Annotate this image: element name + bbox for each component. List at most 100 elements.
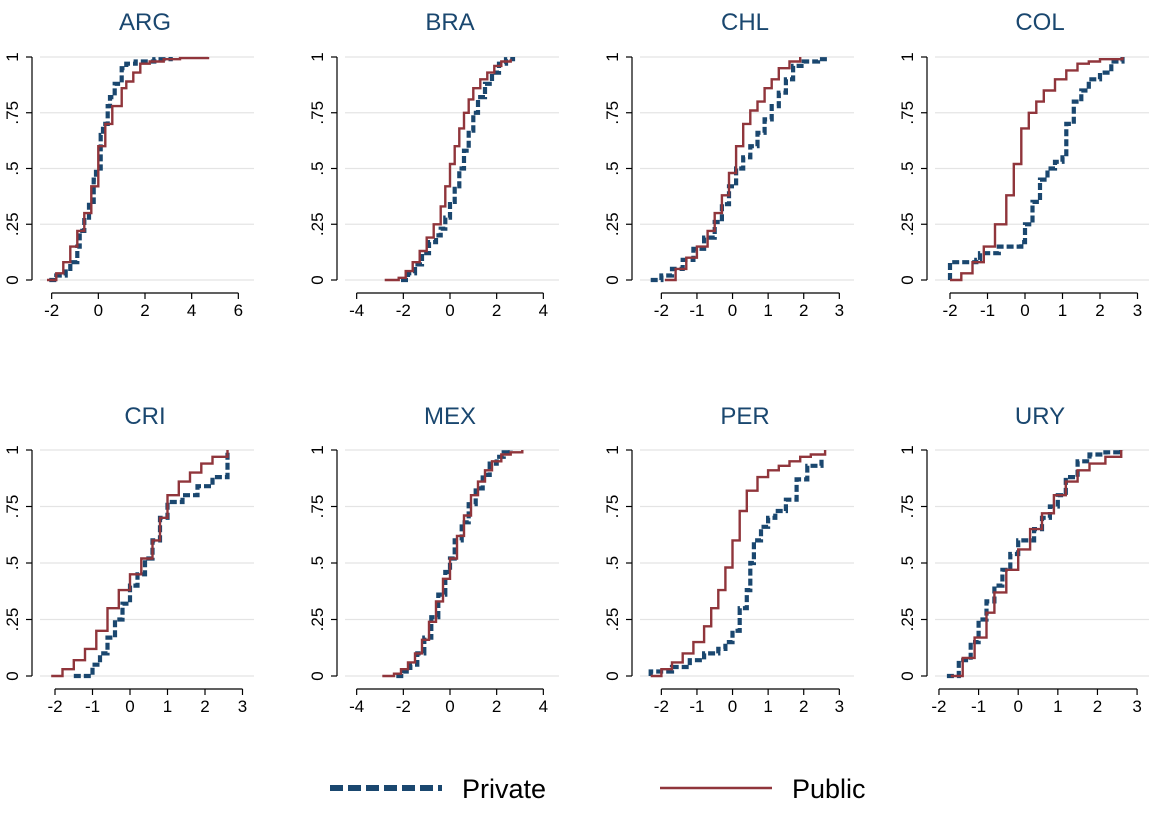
legend-label-private: Private [462,774,546,804]
y-tick-label-mex-4: 1 [308,445,327,454]
x-tick-label-bra-0: -4 [349,301,364,320]
x-tick-label-arg-1: 0 [94,301,103,320]
panel-arg: ARG 0 .25 .5 .75 1 -2 0 2 4 6 [3,9,254,320]
x-tick-label-ury-5: 3 [1132,697,1141,716]
x-tick-label-mex-4: 4 [539,697,548,716]
y-tick-label-chl-4: 1 [603,52,622,61]
y-tick-label-mex-2: .5 [308,556,327,570]
panel-title-arg: ARG [119,9,171,36]
panel-bra: BRA 0 .25 .5 .75 1 -4 -2 0 2 4 [308,9,559,320]
series-public-mex [382,450,524,678]
y-tick-label-ury-3: .75 [898,495,917,519]
x-tick-label-chl-2: 0 [728,301,737,320]
panel-ury: URY 0 .25 .5 .75 1 -2 -1 0 1 2 3 [898,403,1149,716]
series-private-col [947,57,1125,280]
y-tick-label-arg-0: 0 [3,275,22,284]
x-tick-label-ury-3: 1 [1053,697,1062,716]
y-tick-label-bra-4: 1 [308,52,327,61]
panels: ARG 0 .25 .5 .75 1 -2 0 2 4 6 BRA 0 .25 .5 .75 1 -4 -2 0 2 4 C… [3,9,1149,716]
panel-title-col: COL [1015,9,1064,36]
x-tick-label-per-0: -2 [654,697,669,716]
y-tick-label-per-0: 0 [603,671,622,680]
panel-col: COL 0 .25 .5 .75 1 -2 -1 0 1 2 3 [898,9,1149,320]
y-tick-label-per-1: .25 [603,608,622,632]
x-tick-label-arg-3: 4 [187,301,196,320]
legend: Private Public [330,774,866,804]
series-private-per [648,456,824,676]
panel-cri: CRI 0 .25 .5 .75 1 -2 -1 0 1 2 3 [3,403,254,716]
panel-mex: MEX 0 .25 .5 .75 1 -4 -2 0 2 4 [308,403,559,716]
y-tick-label-col-0: 0 [898,275,917,284]
x-tick-label-col-5: 3 [1133,301,1142,320]
y-tick-label-per-3: .75 [603,495,622,519]
series-private-arg [49,57,173,283]
series-private-cri [73,450,230,679]
x-tick-label-cri-5: 3 [238,697,247,716]
series-public-bra [384,59,512,282]
x-tick-label-chl-4: 2 [799,301,808,320]
x-tick-label-mex-0: -4 [349,697,364,716]
y-tick-label-arg-1: .25 [3,212,22,236]
y-tick-label-bra-3: .75 [308,101,327,125]
y-tick-label-ury-2: .5 [898,556,917,570]
y-tick-label-col-4: 1 [898,52,917,61]
y-tick-label-arg-4: 1 [3,52,22,61]
x-tick-label-arg-2: 2 [140,301,149,320]
x-tick-label-chl-3: 1 [763,301,772,320]
x-tick-label-cri-0: -2 [47,697,62,716]
x-tick-label-col-0: -2 [942,301,957,320]
y-tick-label-mex-3: .75 [308,495,327,519]
series-private-bra [401,57,516,283]
y-tick-label-chl-2: .5 [603,161,622,175]
panel-title-chl: CHL [721,9,769,36]
series-private-chl [650,57,829,283]
y-tick-label-ury-4: 1 [898,445,917,454]
panel-title-ury: URY [1015,403,1065,430]
x-tick-label-col-1: -1 [980,301,995,320]
x-tick-label-chl-0: -2 [654,301,669,320]
x-tick-label-ury-4: 2 [1093,697,1102,716]
x-tick-label-chl-5: 3 [835,301,844,320]
x-tick-label-col-3: 1 [1058,301,1067,320]
series-public-col [950,57,1124,282]
panel-title-per: PER [720,403,769,430]
legend-label-public: Public [792,774,866,804]
y-tick-label-bra-1: .25 [308,212,327,236]
x-tick-label-ury-1: -1 [971,697,986,716]
series-public-cri [51,450,229,678]
panel-title-cri: CRI [124,403,165,430]
y-tick-label-cri-4: 1 [3,445,22,454]
x-tick-label-per-2: 0 [728,697,737,716]
x-tick-label-chl-1: -1 [689,301,704,320]
y-tick-label-chl-1: .25 [603,212,622,236]
series-public-per [650,450,827,678]
x-tick-label-mex-2: 0 [445,697,454,716]
y-tick-label-chl-3: .75 [603,101,622,125]
y-tick-label-arg-2: .5 [3,161,22,175]
x-tick-label-bra-4: 4 [539,301,548,320]
panel-per: PER 0 .25 .5 .75 1 -2 -1 0 1 2 3 [603,403,854,716]
x-tick-label-per-4: 2 [799,697,808,716]
y-tick-label-col-3: .75 [898,101,917,125]
x-tick-label-bra-3: 2 [492,301,501,320]
y-tick-label-ury-1: .25 [898,608,917,632]
x-tick-label-mex-1: -2 [396,697,411,716]
y-tick-label-bra-2: .5 [308,161,327,175]
x-tick-label-arg-0: -2 [44,301,59,320]
y-tick-label-col-2: .5 [898,161,917,175]
x-tick-label-cri-1: -1 [85,697,100,716]
series-private-ury [946,450,1124,679]
series-public-chl [664,57,802,282]
y-tick-label-cri-2: .5 [3,556,22,570]
series-public-ury [950,450,1123,678]
y-tick-label-per-2: .5 [603,556,622,570]
x-tick-label-per-3: 1 [763,697,772,716]
x-tick-label-cri-4: 2 [200,697,209,716]
y-tick-label-bra-0: 0 [308,275,327,284]
panel-chl: CHL 0 .25 .5 .75 1 -2 -1 0 1 2 3 [603,9,854,320]
y-tick-label-chl-0: 0 [603,275,622,284]
y-tick-label-ury-0: 0 [898,671,917,680]
x-tick-label-ury-2: 0 [1013,697,1022,716]
x-tick-label-ury-0: -2 [931,697,946,716]
x-tick-label-bra-2: 0 [445,301,454,320]
